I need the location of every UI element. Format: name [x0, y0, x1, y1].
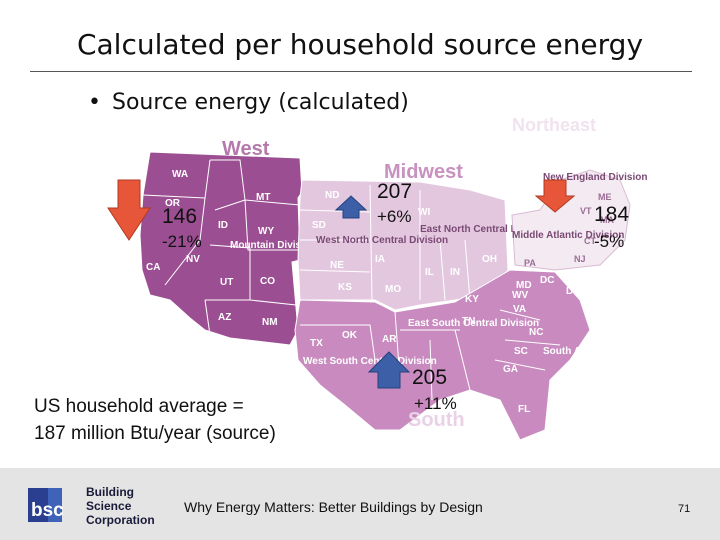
svg-text:NC: NC: [529, 327, 543, 338]
division-label-east-south-central: East South Central Division: [408, 318, 539, 329]
division-label-south-atlantic: South Atlantic Division: [543, 346, 652, 357]
south-state-borders: [300, 309, 561, 401]
svg-text:ND: ND: [325, 190, 339, 201]
svg-text:NM: NM: [262, 317, 278, 328]
svg-text:NV: NV: [186, 254, 200, 265]
south-value: 205: [412, 366, 448, 389]
division-label-west-north-central: West North Central Division: [316, 235, 448, 246]
division-label-new-england: New England Division: [543, 172, 647, 183]
division-label-middle-atlantic: Middle Atlantic Division: [512, 230, 624, 241]
svg-text:PA: PA: [524, 258, 536, 268]
south-up-arrow-icon: [367, 351, 411, 389]
west-down-arrow-icon: [107, 179, 151, 241]
region-label-west: West: [222, 138, 270, 160]
west-state-borders: [142, 159, 301, 336]
page-number: 71: [678, 503, 691, 515]
svg-text:WY: WY: [258, 226, 274, 237]
division-label-mountain: Mountain Division: [230, 240, 316, 251]
svg-text:KY: KY: [465, 294, 479, 305]
svg-text:OK: OK: [342, 330, 358, 341]
west-value: 146: [162, 205, 198, 228]
svg-text:ME: ME: [598, 192, 612, 202]
svg-text:IN: IN: [450, 267, 460, 278]
household-average: US household average = 187 million Btu/y…: [34, 393, 276, 447]
svg-text:OR: OR: [165, 198, 181, 209]
division-label-west-south-central: West South Central Division: [303, 356, 437, 367]
svg-text:CO: CO: [260, 276, 275, 287]
footer-title: Why Energy Matters: Better Buildings by …: [184, 499, 483, 515]
svg-text:WA: WA: [172, 169, 188, 180]
region-label-northeast: Northeast: [512, 115, 596, 135]
svg-text:IA: IA: [375, 254, 385, 265]
svg-text:Corporation: Corporation: [86, 513, 155, 527]
svg-text:OH: OH: [482, 254, 497, 265]
svg-text:MD: MD: [516, 280, 532, 291]
footer-bar: [0, 468, 720, 540]
region-label-south: South: [408, 409, 465, 431]
northeast-down-arrow-icon: [534, 179, 576, 213]
svg-text:NE: NE: [330, 260, 344, 271]
svg-text:TN: TN: [462, 316, 475, 327]
region-south-shape: [294, 269, 591, 441]
northeast-value: 184: [594, 203, 630, 226]
svg-text:CT: CT: [584, 236, 596, 246]
svg-text:KS: KS: [338, 282, 352, 293]
svg-text:DC: DC: [540, 275, 554, 286]
svg-text:WV: WV: [512, 290, 528, 301]
northeast-change: -5%: [594, 232, 625, 251]
bullet-text: Source energy (calculated): [112, 90, 409, 115]
svg-text:DE: DE: [566, 286, 580, 297]
svg-text:UT: UT: [220, 277, 233, 288]
midwest-value: 207: [377, 180, 413, 203]
slide-title: Calculated per household source energy: [76, 28, 644, 61]
division-label-east-north-central: East North Central Division: [420, 224, 549, 235]
region-west-shape: [139, 151, 303, 346]
bsc-logo: bsc Building Science Corporation: [28, 484, 158, 533]
svg-text:SD: SD: [312, 220, 326, 231]
northeast-state-labels: ME VT MA CT NJ PA: [524, 192, 614, 268]
svg-text:ID: ID: [218, 220, 228, 231]
midwest-change: +6%: [377, 207, 412, 226]
midwest-up-arrow-icon: [334, 195, 368, 219]
svg-text:Science: Science: [86, 499, 132, 513]
svg-text:VA: VA: [513, 304, 526, 315]
svg-text:IL: IL: [425, 267, 434, 278]
svg-text:GA: GA: [503, 364, 518, 375]
west-state-labels: WA OR CA NV ID MT WY UT CO AZ NM: [146, 169, 278, 328]
svg-text:MT: MT: [256, 192, 270, 203]
svg-text:MO: MO: [385, 284, 401, 295]
svg-text:SC: SC: [514, 346, 528, 357]
svg-text:AZ: AZ: [218, 312, 231, 323]
svg-text:MA: MA: [600, 215, 614, 225]
title-divider: [30, 71, 692, 72]
bullet-item: • Source energy (calculated): [88, 90, 409, 115]
svg-text:Building: Building: [86, 485, 134, 499]
west-change: -21%: [162, 232, 202, 251]
svg-text:NJ: NJ: [574, 254, 586, 264]
svg-text:TX: TX: [310, 338, 323, 349]
south-division-labels: West South Central Division East South C…: [303, 318, 652, 367]
bullet-dot-icon: •: [88, 90, 101, 115]
region-label-midwest: Midwest: [384, 161, 463, 183]
svg-text:AR: AR: [382, 334, 397, 345]
bsc-logo-icon: bsc Building Science Corporation: [28, 485, 155, 527]
svg-text:bsc: bsc: [31, 500, 64, 521]
midwest-state-labels: ND SD NE KS IA MO IL IN OH WI: [312, 190, 497, 295]
household-average-line1: US household average =: [34, 396, 244, 417]
svg-text:CA: CA: [146, 262, 160, 273]
svg-text:FL: FL: [518, 404, 530, 415]
svg-text:WI: WI: [418, 207, 430, 218]
south-change: +11%: [414, 394, 457, 413]
household-average-line2: 187 million Btu/year (source): [34, 423, 276, 444]
svg-text:VT: VT: [580, 206, 592, 216]
